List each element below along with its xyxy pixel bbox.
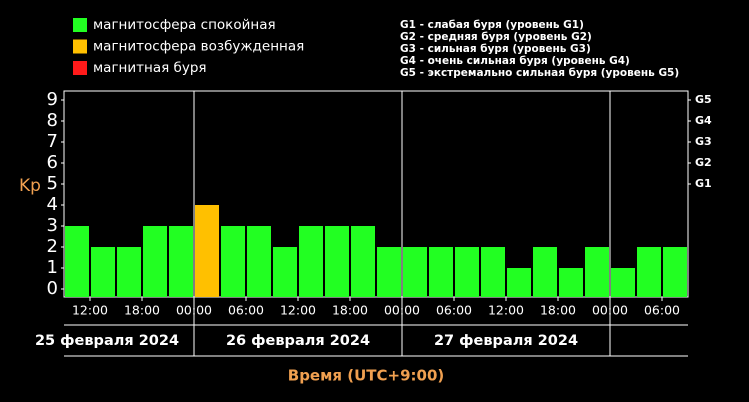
y2-tick-label: G1 (695, 177, 712, 190)
bar (533, 247, 557, 297)
x-tick-label: 06:00 (644, 303, 680, 318)
bar (143, 226, 167, 297)
x-axis-label: Время (UTC+9:00) (288, 367, 444, 385)
x-tick-label: 00:00 (176, 303, 212, 318)
x-tick-label: 06:00 (436, 303, 472, 318)
bar (481, 247, 505, 297)
date-label: 26 февраля 2024 (226, 333, 370, 349)
bar (637, 247, 661, 297)
bar (559, 268, 583, 297)
legend-label: магнитосфера возбужденная (93, 39, 304, 55)
y-tick-label: 1 (47, 257, 58, 278)
bar (91, 247, 115, 297)
bar (325, 226, 349, 297)
bar (663, 247, 687, 297)
bar (585, 247, 609, 297)
x-tick-label: 12:00 (488, 303, 524, 318)
bar (221, 226, 245, 297)
y2-tick-label: G2 (695, 156, 712, 169)
date-label: 27 февраля 2024 (434, 333, 578, 349)
y-tick-label: 6 (47, 152, 58, 173)
y-tick-label: 5 (47, 173, 58, 194)
bar (351, 226, 375, 297)
y-tick-label: 9 (47, 89, 58, 110)
x-tick-label: 12:00 (72, 303, 108, 318)
storm-level-text: G4 - очень сильная буря (уровень G4) (400, 55, 630, 67)
y-tick-label: 2 (47, 236, 58, 257)
x-tick-label: 00:00 (592, 303, 628, 318)
y-tick-label: 8 (47, 110, 58, 131)
y2-tick-label: G3 (695, 135, 712, 148)
storm-level-text: G1 - слабая буря (уровень G1) (400, 19, 584, 31)
bar (507, 268, 531, 297)
y2-tick-label: G5 (695, 93, 712, 106)
legend-label: магнитная буря (93, 60, 207, 76)
y-tick-label: 4 (47, 194, 58, 215)
y-tick-label: 7 (47, 131, 58, 152)
x-tick-label: 18:00 (332, 303, 368, 318)
y-axis-label: Kp (19, 176, 41, 196)
bar (611, 268, 635, 297)
storm-level-text: G2 - средняя буря (уровень G2) (400, 31, 592, 43)
bar (273, 247, 297, 297)
bar (429, 247, 453, 297)
legend-label: магнитосфера спокойная (93, 17, 276, 33)
legend-swatch (73, 39, 87, 54)
x-tick-label: 06:00 (228, 303, 264, 318)
storm-level-text: G5 - экстремально сильная буря (уровень … (400, 67, 679, 79)
bar (299, 226, 323, 297)
x-tick-label: 18:00 (124, 303, 160, 318)
bar (195, 205, 219, 297)
legend-swatch (73, 18, 87, 32)
bar (247, 226, 271, 297)
bar (65, 226, 89, 297)
bar (403, 247, 427, 297)
storm-level-text: G3 - сильная буря (уровень G3) (400, 43, 591, 55)
bar (117, 247, 141, 297)
bar (455, 247, 479, 297)
plot-frame (63, 90, 689, 298)
x-tick-label: 00:00 (384, 303, 420, 318)
legend-swatch (73, 61, 87, 75)
y-tick-label: 0 (47, 278, 58, 299)
bar (377, 247, 401, 297)
bar (169, 226, 193, 297)
x-tick-label: 18:00 (540, 303, 576, 318)
x-tick-label: 12:00 (280, 303, 316, 318)
y-tick-label: 3 (47, 215, 58, 236)
y2-tick-label: G4 (695, 114, 712, 127)
date-label: 25 февраля 2024 (35, 333, 179, 349)
